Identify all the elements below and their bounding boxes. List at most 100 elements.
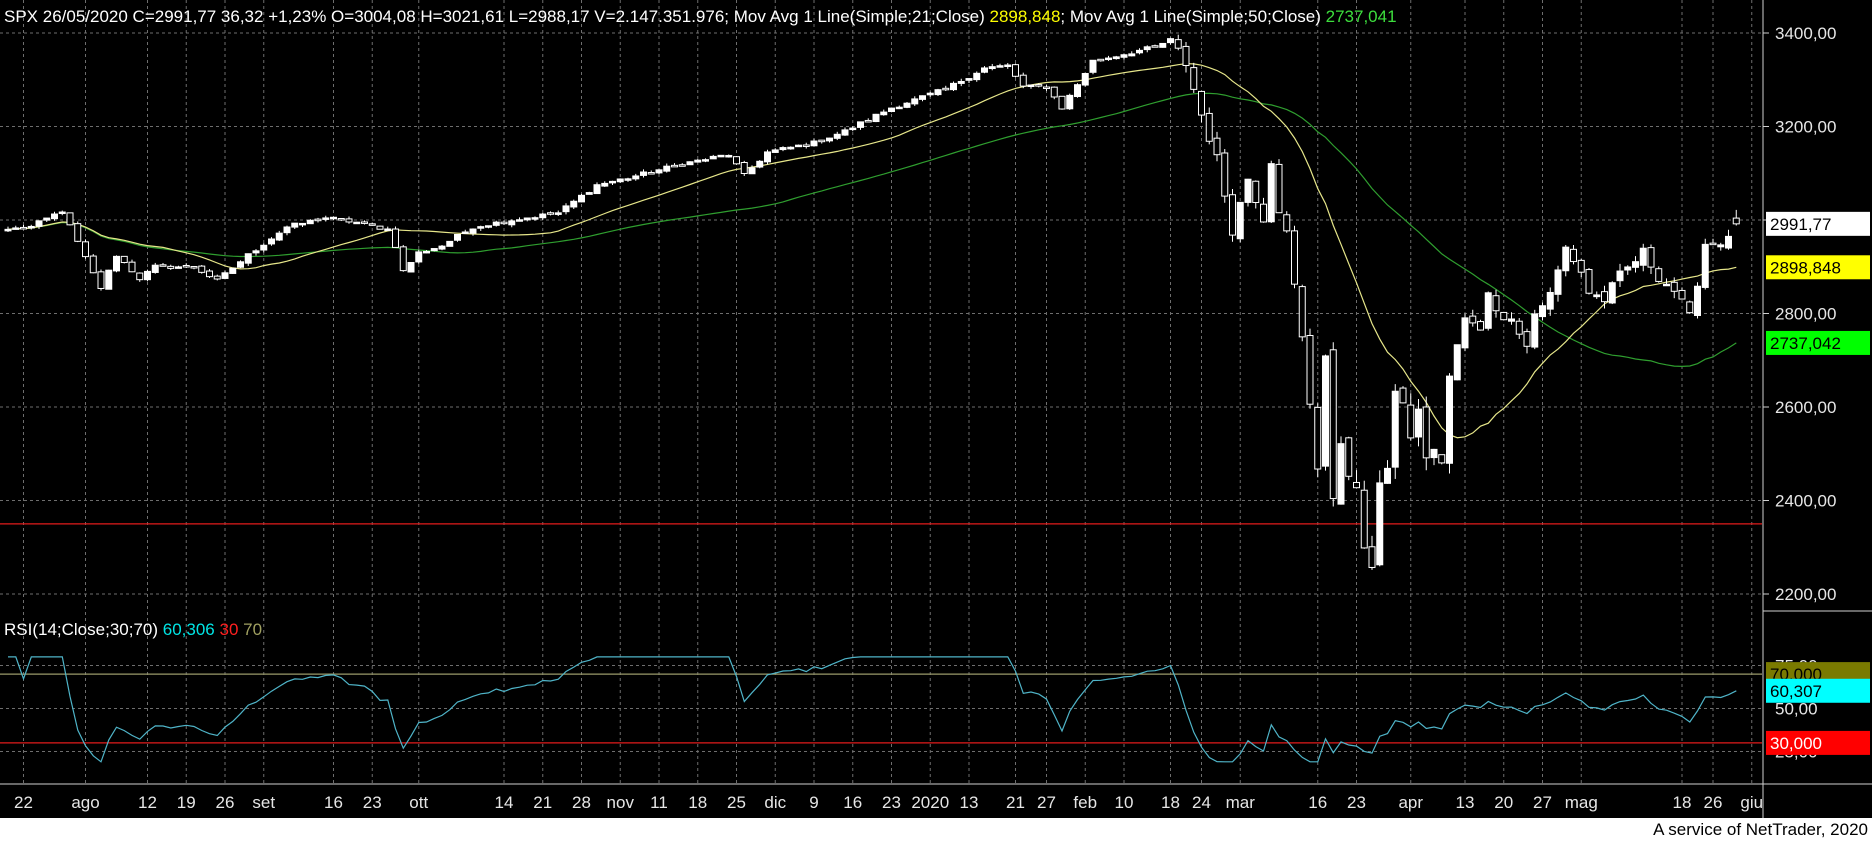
- x-tick-label: nov: [607, 793, 635, 812]
- x-tick-label: 22: [14, 793, 33, 812]
- candle-body: [252, 250, 260, 254]
- x-tick-label: 23: [363, 793, 382, 812]
- candle-body: [314, 218, 322, 222]
- candle-body: [229, 267, 237, 274]
- x-tick-label: 13: [960, 793, 979, 812]
- candle-body: [260, 244, 268, 251]
- candle-body: [1384, 467, 1391, 484]
- candle-body: [740, 162, 748, 175]
- candle-body: [376, 225, 384, 230]
- candle-body: [1058, 95, 1066, 110]
- candle-body: [198, 265, 206, 273]
- candle-body: [1260, 203, 1267, 223]
- candle-body: [399, 246, 407, 272]
- candle-body: [864, 119, 872, 123]
- candle-body: [841, 129, 849, 136]
- candle-body: [1531, 313, 1539, 348]
- candle-body: [1190, 67, 1198, 90]
- candle-body: [20, 226, 27, 230]
- candle-body: [1694, 285, 1701, 316]
- candle-body: [1632, 261, 1639, 268]
- candle-body: [268, 238, 275, 245]
- ma50-label: Mov Avg 1 Line(Simple;50;Close): [1065, 7, 1326, 26]
- candle-body: [717, 154, 725, 158]
- candle-body: [1081, 72, 1089, 86]
- x-tick-label: 18: [1161, 793, 1180, 812]
- candle-body: [1453, 344, 1461, 381]
- candle-body: [1732, 217, 1740, 225]
- candle-body: [1291, 230, 1298, 285]
- candle-body: [1484, 292, 1492, 329]
- candle-body: [1701, 243, 1709, 288]
- candle-body: [585, 192, 593, 195]
- candle-body: [206, 270, 213, 278]
- candle-body: [818, 139, 826, 143]
- candle-body: [1353, 481, 1360, 489]
- candle-body: [1089, 59, 1097, 73]
- candle-body: [578, 194, 585, 203]
- rsi-badge-text: 60,307: [1770, 682, 1822, 701]
- candle-body: [1709, 242, 1717, 246]
- candle-body: [1725, 235, 1732, 249]
- candle-body: [1546, 291, 1554, 310]
- candle-body: [965, 78, 973, 81]
- candle-body: [1670, 281, 1678, 292]
- candle-body: [539, 213, 547, 219]
- candle-body: [1329, 349, 1337, 500]
- candle-body: [663, 165, 671, 172]
- candle-body: [1663, 283, 1670, 287]
- x-tick-label: ott: [409, 793, 428, 812]
- candle-body: [702, 159, 709, 162]
- candle-body: [438, 245, 446, 250]
- candle-body: [609, 180, 616, 184]
- rsi-header: RSI(14;Close;30;70) 60,306 30 70: [4, 620, 262, 640]
- candle-body: [1601, 291, 1608, 303]
- candle-body: [647, 172, 655, 175]
- candle-body: [1446, 375, 1453, 464]
- candle-body: [1252, 180, 1260, 204]
- price-badge-text: 2991,77: [1770, 215, 1831, 234]
- rsi-label: RSI(14;Close;30;70): [4, 620, 163, 639]
- candle-body: [1647, 247, 1655, 268]
- candle-body: [988, 66, 996, 70]
- candle-body: [895, 106, 903, 110]
- x-tick-label: 16: [1308, 793, 1327, 812]
- candle-body: [1105, 57, 1112, 61]
- candle-body: [1229, 194, 1236, 236]
- candle-body: [1585, 269, 1593, 294]
- candle-body: [686, 161, 694, 166]
- footer-band: [0, 818, 1872, 844]
- candle-body: [880, 111, 888, 116]
- candle-body: [547, 212, 554, 215]
- candle-body: [144, 270, 151, 281]
- candle-body: [1236, 201, 1244, 240]
- x-tick-label: 16: [324, 793, 343, 812]
- candle-body: [392, 228, 399, 248]
- candle-body: [175, 266, 182, 269]
- x-tick-label: apr: [1398, 793, 1423, 812]
- candle-body: [1174, 39, 1182, 49]
- x-tick-label: ago: [71, 793, 99, 812]
- x-tick-label: 11: [650, 793, 668, 812]
- x-tick-label: 18: [1673, 793, 1692, 812]
- candle-body: [1143, 46, 1151, 51]
- price-tick-label: 2200,00: [1775, 585, 1836, 604]
- x-tick-label: giu: [1740, 793, 1763, 812]
- candle-body: [1678, 289, 1686, 300]
- candle-body: [1686, 301, 1694, 314]
- candle-body: [237, 261, 244, 268]
- rsi-value: 60,306: [162, 620, 215, 639]
- x-tick-label: feb: [1073, 793, 1097, 812]
- rsi-tick-label: 50,00: [1775, 700, 1818, 719]
- x-tick-label: 27: [1037, 793, 1056, 812]
- candle-body: [1376, 482, 1384, 566]
- candle-body: [105, 269, 113, 290]
- candle-body: [454, 233, 461, 241]
- candle-body: [1012, 64, 1019, 77]
- candle-body: [82, 241, 89, 258]
- candle-body: [1477, 321, 1484, 331]
- price-tick-label: 2400,00: [1775, 492, 1836, 511]
- candle-body: [1314, 406, 1322, 470]
- candle-body: [1360, 489, 1368, 549]
